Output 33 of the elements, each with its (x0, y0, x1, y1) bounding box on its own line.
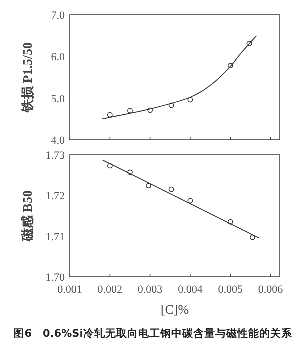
y-tick-label: 1.72 (46, 190, 65, 203)
x-tick-label: 0.004 (178, 284, 204, 296)
y-axis-title: 磁感 B50 (20, 190, 35, 242)
line-series (102, 35, 258, 120)
point (246, 41, 252, 46)
y-tick-label: 1.71 (46, 231, 65, 244)
point (168, 186, 174, 192)
point (188, 97, 194, 103)
y-tick-label: 4.0 (51, 135, 66, 147)
point (168, 102, 174, 108)
y-tick-label: 1.70 (46, 272, 66, 284)
point (148, 108, 154, 114)
x-tick-label: 0.001 (58, 284, 82, 296)
y-axis-title: 铁损 P1.5/50 (20, 42, 35, 114)
point (107, 112, 113, 118)
point (146, 183, 152, 189)
point (228, 219, 234, 225)
y-tick-label: 1.73 (46, 150, 66, 162)
y-tick-label: 7.0 (51, 10, 66, 22)
point (188, 198, 194, 204)
x-tick-label: 0.005 (218, 284, 244, 296)
point (107, 163, 113, 169)
point (228, 63, 234, 69)
y-tick-label: 5.0 (51, 93, 66, 106)
point (250, 234, 256, 240)
x-axis-title: [C]% (160, 302, 190, 317)
x-tick-label: 0.006 (258, 284, 284, 296)
x-tick-label: 0.003 (138, 284, 164, 296)
x-tick-label: 0.002 (98, 284, 123, 296)
point (128, 108, 133, 114)
caption: 图6 0.6%Si冷轧无取向电工钢中碳含量与磁性能的关系 (14, 327, 294, 340)
point (128, 170, 133, 176)
y-tick-label: 6.0 (51, 52, 66, 64)
